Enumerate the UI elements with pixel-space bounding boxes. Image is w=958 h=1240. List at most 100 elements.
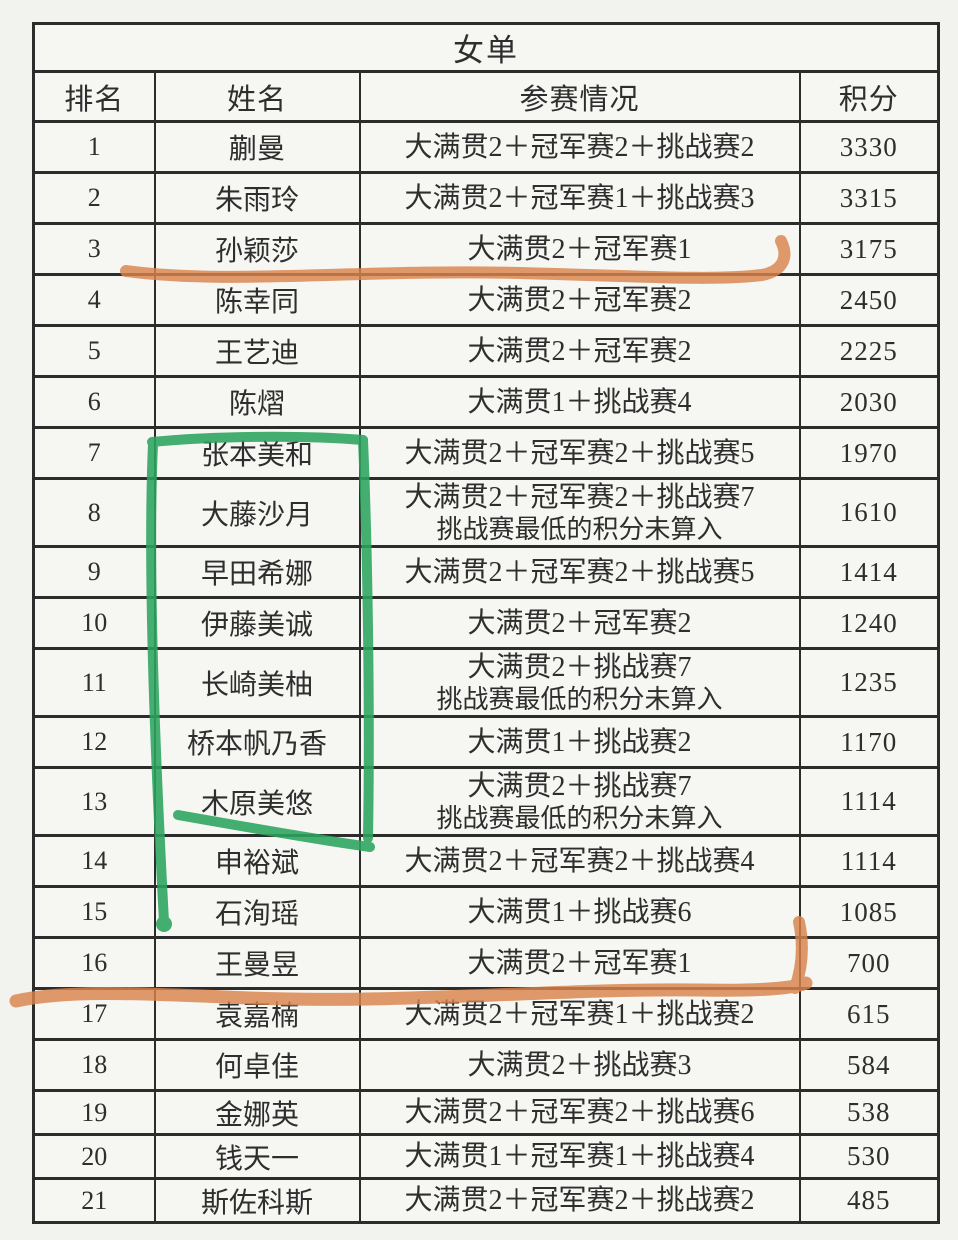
rank-value: 21 [81,1185,108,1215]
points-value: 1610 [839,497,898,527]
table-row: 14 申裕斌 大满贯2＋冠军赛2＋挑战赛4 1114 [32,834,940,888]
table-row: 5 王艺迪 大满贯2＋冠军赛2 2225 [32,324,940,378]
rank-value: 8 [87,497,101,527]
ranking-table-body: 1 蒯曼 大满贯2＋冠军赛2＋挑战赛2 3330 2 朱雨玲 大满贯2＋冠军赛1… [32,120,940,1224]
table-row: 6 陈熠 大满贯1＋挑战赛4 2030 [32,375,940,429]
participation-value: 大满贯2＋冠军赛2 [467,284,692,316]
name-value: 木原美悠 [200,788,313,820]
rank-value: 12 [81,727,108,756]
points-value: 2030 [839,386,898,417]
participation-value: 大满贯2＋冠军赛2＋挑战赛5 [404,437,755,469]
table-row: 19 金娜英 大满贯2＋冠军赛2＋挑战赛6 538 [32,1089,940,1136]
rank-value: 2 [87,183,101,212]
name-value: 石洵瑶 [214,899,299,930]
name-value: 孙颖莎 [214,236,299,267]
participation-value: 大满贯2＋冠军赛1＋挑战赛3 [404,182,755,214]
participation-value: 大满贯2＋冠军赛2＋挑战赛6 [404,1097,755,1128]
name-value: 钱天一 [214,1143,299,1175]
header-rank: 排名 [32,70,156,123]
rank-value: 14 [81,846,108,875]
name-value: 陈幸同 [214,287,299,318]
rank-value: 1 [87,132,101,161]
rank-value: 13 [81,786,108,816]
points-value: 1970 [839,437,898,468]
participation-value: 大满贯2＋挑战赛7 [467,651,692,683]
table-row: 9 早田希娜 大满贯2＋冠军赛2＋挑战赛5 1414 [32,545,940,599]
participation-value: 大满贯2＋冠军赛2＋挑战赛2 [404,131,755,163]
name-value: 长崎美柚 [200,669,313,701]
points-value: 3175 [839,233,898,264]
points-value: 1085 [839,896,898,927]
points-value: 1240 [839,607,898,638]
participation-value: 大满贯2＋冠军赛2＋挑战赛4 [404,845,755,877]
header-name: 姓名 [153,70,361,123]
participation-value: 大满贯2＋冠军赛2 [467,607,692,639]
points-value: 2450 [839,284,898,315]
rank-value: 5 [87,336,101,365]
table-row: 12 桥本帆乃香 大满贯1＋挑战赛2 1170 [32,715,940,769]
participation-note: 挑战赛最低的积分未算入 [436,514,723,544]
table-row: 2 朱雨玲 大满贯2＋冠军赛1＋挑战赛3 3315 [32,171,940,225]
points-value: 3315 [839,182,898,213]
participation-note: 挑战赛最低的积分未算入 [436,803,723,833]
rank-value: 4 [87,285,101,314]
table-row: 21 斯佐科斯 大满贯2＋冠军赛2＋挑战赛2 485 [32,1177,940,1224]
table-row: 11 长崎美柚 大满贯2＋挑战赛7 挑战赛最低的积分未算入 1235 [32,647,940,718]
participation-value: 大满贯2＋冠军赛2＋挑战赛2 [404,1185,755,1216]
table-row: 13 木原美悠 大满贯2＋挑战赛7 挑战赛最低的积分未算入 1114 [32,766,940,837]
rank-value: 18 [81,1050,108,1079]
table-row: 17 袁嘉楠 大满贯2＋冠军赛1＋挑战赛2 615 [32,987,940,1041]
rank-value: 10 [81,608,108,637]
points-value: 584 [847,1049,891,1080]
rank-value: 11 [81,667,107,697]
points-value: 1235 [839,667,898,697]
table-title: 女单 [32,22,940,73]
rank-value: 9 [87,557,101,586]
table-row: 1 蒯曼 大满贯2＋冠军赛2＋挑战赛2 3330 [32,120,940,174]
table-row: 4 陈幸同 大满贯2＋冠军赛2 2450 [32,273,940,327]
rank-value: 20 [81,1141,108,1171]
points-value: 538 [847,1097,891,1127]
table-header-row: 排名 姓名 参赛情况 积分 [32,70,940,123]
participation-value: 大满贯2＋冠军赛2 [467,335,692,367]
points-value: 530 [847,1141,891,1171]
rank-value: 17 [81,999,108,1028]
name-value: 王艺迪 [214,338,299,369]
header-participation: 参赛情况 [358,70,801,123]
participation-value: 大满贯2＋冠军赛2＋挑战赛7 [404,481,755,513]
points-value: 3330 [839,131,898,162]
name-value: 斯佐科斯 [200,1187,313,1219]
points-value: 615 [847,998,891,1029]
table-row: 18 何卓佳 大满贯2＋挑战赛3 584 [32,1038,940,1092]
name-value: 伊藤美诚 [200,610,313,641]
rank-value: 3 [87,234,101,263]
name-value: 大藤沙月 [200,499,313,531]
name-value: 金娜英 [214,1099,299,1131]
points-value: 1170 [840,726,898,757]
table-row: 7 张本美和 大满贯2＋冠军赛2＋挑战赛5 1970 [32,426,940,480]
table-title-row: 女单 [32,22,940,73]
name-value: 袁嘉楠 [214,1001,299,1032]
points-value: 700 [847,947,891,978]
participation-value: 大满贯1＋冠军赛1＋挑战赛4 [404,1141,755,1172]
participation-value: 大满贯1＋挑战赛4 [467,386,692,418]
name-value: 朱雨玲 [214,185,299,216]
name-value: 王曼昱 [214,950,299,981]
name-value: 何卓佳 [214,1052,299,1083]
participation-value: 大满贯2＋挑战赛3 [467,1049,692,1081]
header-points: 积分 [798,70,940,123]
name-value: 张本美和 [200,440,313,471]
rank-value: 19 [81,1097,108,1127]
table-row: 8 大藤沙月 大满贯2＋冠军赛2＋挑战赛7 挑战赛最低的积分未算入 1610 [32,477,940,548]
participation-value: 大满贯2＋冠军赛2＋挑战赛5 [404,556,755,588]
table-row: 15 石洵瑶 大满贯1＋挑战赛6 1085 [32,885,940,939]
name-value: 桥本帆乃香 [186,729,327,760]
points-value: 2225 [839,335,898,366]
participation-value: 大满贯2＋冠军赛1 [467,233,692,265]
rank-value: 7 [87,438,101,467]
points-value: 1114 [840,845,897,876]
points-value: 485 [847,1185,891,1215]
participation-value: 大满贯2＋冠军赛1 [467,947,692,979]
participation-value: 大满贯2＋冠军赛1＋挑战赛2 [404,998,755,1030]
